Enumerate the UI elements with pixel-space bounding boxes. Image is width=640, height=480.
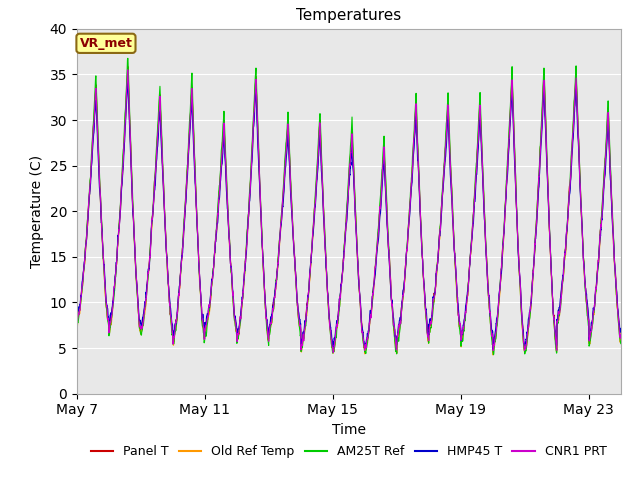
- Title: Temperatures: Temperatures: [296, 9, 401, 24]
- Y-axis label: Temperature (C): Temperature (C): [30, 155, 44, 268]
- Legend: Panel T, Old Ref Temp, AM25T Ref, HMP45 T, CNR1 PRT: Panel T, Old Ref Temp, AM25T Ref, HMP45 …: [86, 440, 612, 463]
- X-axis label: Time: Time: [332, 423, 366, 437]
- Text: VR_met: VR_met: [79, 37, 132, 50]
